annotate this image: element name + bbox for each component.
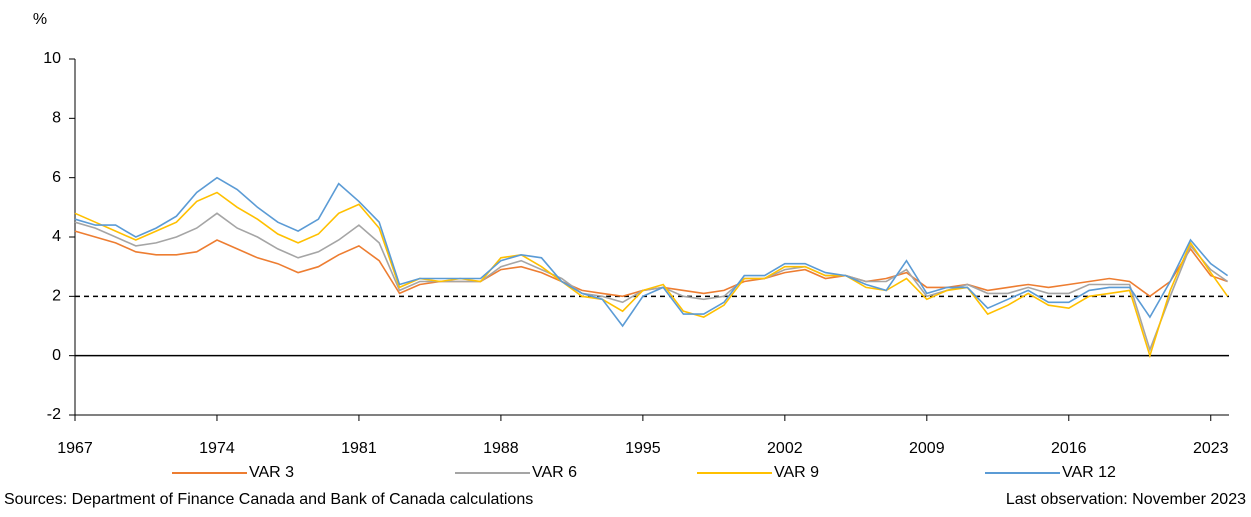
y-tick-label: 0	[52, 347, 61, 364]
y-tick-label: 8	[52, 110, 61, 127]
y-tick-label: 10	[43, 50, 61, 67]
y-tick-label: 4	[52, 228, 61, 245]
series-line	[74, 212, 1229, 353]
y-tick-label: 6	[52, 169, 61, 186]
series-line	[74, 230, 1228, 298]
x-tick-label: 1974	[199, 440, 235, 457]
series-line	[74, 191, 1229, 359]
x-tick-label: 2009	[909, 440, 945, 457]
legend-label: VAR 3	[249, 464, 294, 481]
y-tick-label: -2	[47, 406, 61, 423]
x-tick-label: 1995	[625, 440, 661, 457]
x-tick-label: 2023	[1193, 440, 1229, 457]
note: Last observation: November 2023	[1006, 491, 1246, 508]
y-tick-label: 2	[52, 288, 61, 305]
x-tick-label: 2016	[1051, 440, 1087, 457]
x-tick-label: 1988	[483, 440, 519, 457]
source: Sources: Department of Finance Canada an…	[4, 491, 533, 508]
x-tick-label: 1967	[57, 440, 93, 457]
legend-label: VAR 12	[1062, 464, 1116, 481]
legend-label: VAR 9	[774, 464, 819, 481]
x-tick-label: 1981	[341, 440, 377, 457]
y-axis-label: %	[33, 11, 47, 28]
x-tick-label: 2002	[767, 440, 803, 457]
legend-label: VAR 6	[532, 464, 577, 481]
series-line	[74, 176, 1229, 328]
